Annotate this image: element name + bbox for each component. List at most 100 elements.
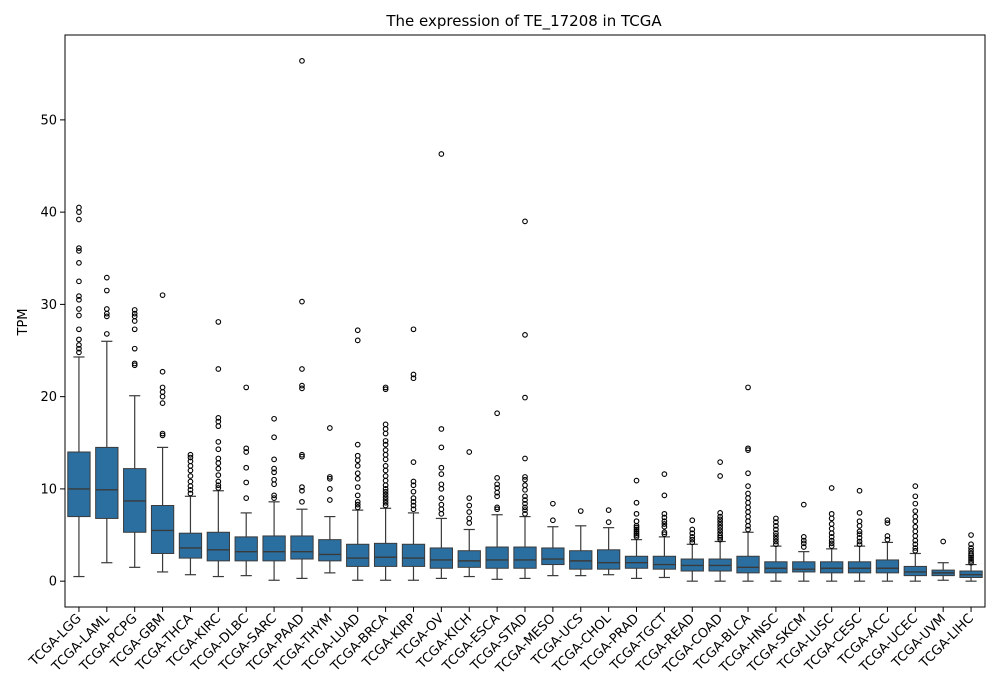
- outlier-point: [661, 521, 668, 527]
- outlier-point: [382, 486, 389, 492]
- outlier-point: [494, 506, 500, 513]
- outlier-point: [661, 492, 668, 499]
- outlier-point: [382, 499, 389, 506]
- outlier-point: [187, 451, 194, 458]
- outlier-point: [633, 510, 640, 517]
- outlier-point: [717, 527, 724, 534]
- outlier-point: [299, 484, 305, 490]
- outlier-point: [745, 470, 751, 477]
- outlier-point: [968, 554, 974, 561]
- outlier-point: [243, 464, 250, 471]
- outlier-point: [661, 471, 668, 477]
- box: [764, 561, 788, 574]
- outlier-point: [438, 464, 445, 471]
- outlier-point: [382, 426, 389, 432]
- outlier-point: [187, 478, 194, 485]
- outlier-point: [382, 456, 389, 463]
- outlier-point: [689, 526, 696, 533]
- outlier-point: [159, 400, 166, 406]
- box: [792, 561, 816, 573]
- outlier-point: [577, 508, 584, 514]
- box: [234, 536, 258, 562]
- outlier-point: [745, 445, 751, 452]
- outlier-point: [215, 423, 222, 430]
- outlier-point: [633, 477, 640, 484]
- outlier-point: [326, 474, 333, 480]
- outlier-point: [745, 509, 751, 515]
- outlier-point: [494, 504, 500, 511]
- outlier-point: [326, 497, 333, 503]
- outlier-point: [856, 510, 863, 516]
- outlier-point: [633, 528, 640, 535]
- outlier-point: [354, 475, 361, 482]
- box: [457, 550, 481, 568]
- outlier-point: [522, 482, 528, 489]
- outlier-point: [605, 519, 612, 525]
- outlier-point: [856, 531, 863, 537]
- box: [875, 559, 900, 574]
- outlier-point: [159, 389, 166, 395]
- outlier-point: [522, 476, 528, 483]
- outlier-point: [689, 539, 696, 546]
- outlier-point: [187, 454, 194, 461]
- outlier-point: [466, 515, 473, 522]
- outlier-point: [550, 500, 556, 507]
- outlier-point: [438, 506, 445, 513]
- box: [513, 546, 537, 569]
- outlier-point: [76, 296, 82, 303]
- outlier-point: [382, 497, 389, 503]
- outlier-point: [717, 522, 724, 528]
- outlier-point: [968, 559, 974, 566]
- outlier-point: [243, 445, 250, 452]
- outlier-point: [410, 502, 417, 509]
- outlier-point: [76, 342, 82, 348]
- outlier-point: [717, 533, 724, 539]
- outlier-point: [633, 524, 640, 531]
- outlier-point: [76, 306, 82, 312]
- outlier-point: [131, 326, 138, 333]
- outlier-point: [326, 425, 333, 431]
- y-tick-label: 0: [49, 575, 57, 590]
- outlier-point: [968, 547, 974, 554]
- box: [373, 542, 398, 567]
- outlier-point: [717, 530, 724, 537]
- outlier-point: [773, 526, 779, 533]
- outlier-point: [661, 531, 668, 537]
- outlier-point: [661, 510, 668, 517]
- outlier-point: [773, 522, 779, 529]
- outlier-point: [605, 507, 612, 513]
- box: [290, 535, 314, 560]
- outlier-point: [438, 426, 445, 432]
- outlier-point: [717, 510, 724, 516]
- outlier-point: [382, 386, 389, 393]
- outlier-point: [354, 452, 361, 459]
- outlier-point: [940, 538, 947, 545]
- outlier-point: [717, 513, 724, 520]
- outlier-point: [410, 498, 417, 505]
- outlier-point: [215, 465, 222, 472]
- outlier-point: [76, 216, 82, 223]
- outlier-point: [438, 501, 445, 508]
- outlier-point: [912, 547, 919, 554]
- outlier-point: [828, 510, 835, 517]
- outlier-point: [187, 462, 194, 469]
- outlier-point: [828, 515, 835, 522]
- outlier-point: [76, 349, 82, 356]
- box: [652, 555, 677, 570]
- outlier-point: [912, 541, 919, 548]
- outlier-point: [800, 501, 807, 508]
- outlier-point: [271, 481, 277, 488]
- outlier-point: [856, 541, 863, 548]
- box: [262, 535, 286, 562]
- outlier-point: [745, 504, 751, 511]
- outlier-point: [187, 490, 194, 497]
- outlier-point: [159, 368, 166, 375]
- y-tick-label: 40: [40, 206, 57, 221]
- box: [596, 549, 621, 570]
- outlier-point: [131, 345, 138, 352]
- outlier-point: [271, 495, 277, 501]
- outlier-point: [354, 504, 361, 511]
- outlier-point: [912, 518, 919, 525]
- outlier-point: [382, 467, 389, 474]
